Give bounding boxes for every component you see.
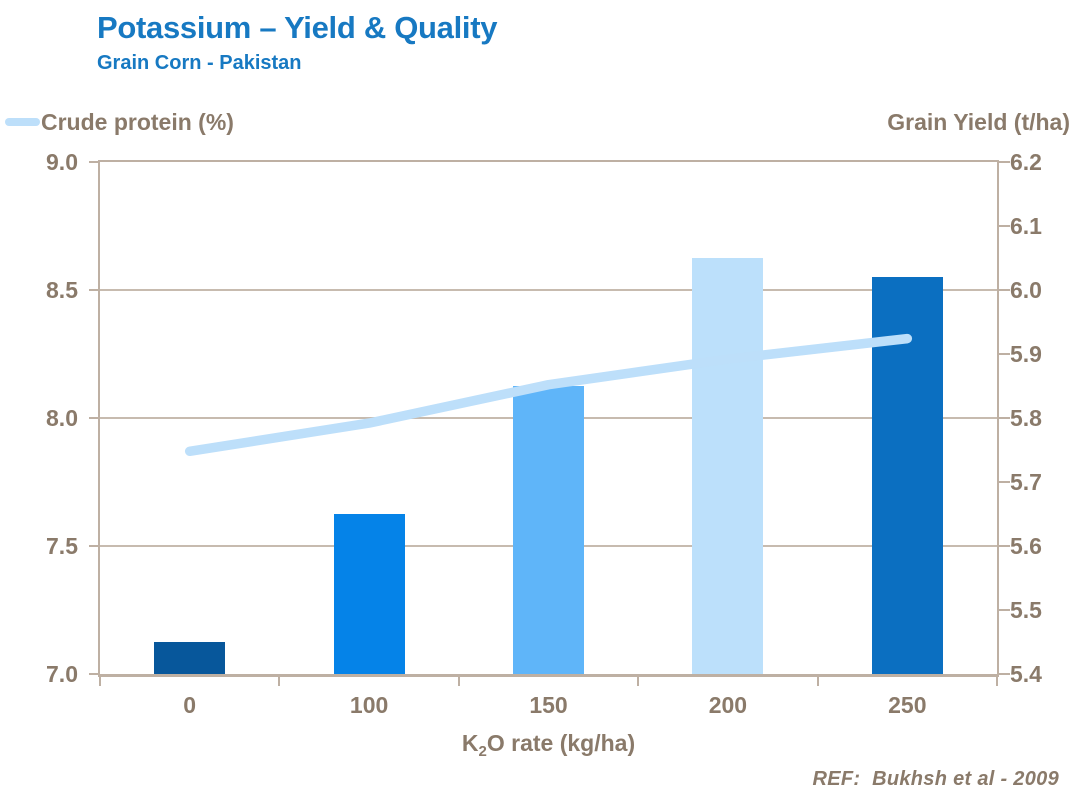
x-axis-tick: [816, 677, 819, 686]
left-axis-tick: [89, 289, 100, 291]
chart-subtitle: Grain Corn - Pakistan: [97, 52, 302, 74]
x-category-label: 0: [183, 692, 197, 718]
x-axis-tick: [278, 677, 281, 686]
reference-citation: REF: Bukhsh et al - 2009: [812, 768, 1059, 790]
left-axis-tick-label: 8.0: [46, 405, 78, 431]
right-axis-tick: [999, 161, 1010, 163]
x-category-label: 100: [349, 692, 389, 718]
grain-yield-bar-100: [333, 514, 405, 674]
crude-protein-legend-line-icon: [5, 118, 40, 126]
gridline: [100, 289, 997, 291]
left-axis-tick: [89, 673, 100, 675]
x-axis-tick: [637, 677, 640, 686]
right-axis-tick-label: 6.0: [1010, 277, 1042, 303]
right-axis-tick: [999, 225, 1010, 227]
x-axis-tick: [99, 677, 101, 686]
chart-title: Potassium – Yield & Quality: [97, 10, 498, 45]
left-axis-tick-label: 7.5: [46, 533, 78, 559]
x-category-label: 250: [888, 692, 927, 718]
right-axis-tick-label: 5.6: [1010, 533, 1042, 559]
grain-yield-bar-200: [692, 258, 764, 674]
x-axis-title-suffix: O rate (kg/ha): [486, 730, 636, 756]
left-axis-tick-label: 9.0: [46, 149, 78, 175]
x-axis-title-prefix: K: [461, 730, 479, 756]
left-axis-tick: [89, 417, 100, 419]
x-category-label: 200: [708, 692, 748, 718]
right-axis-tick-label: 5.8: [1010, 405, 1042, 431]
x-axis-title: K2O rate (kg/ha): [100, 730, 997, 760]
right-axis-tick-label: 6.1: [1010, 213, 1042, 239]
right-axis-title: Grain Yield (t/ha): [887, 109, 1070, 135]
right-axis-tick: [999, 417, 1010, 419]
x-category-label: 150: [529, 692, 568, 718]
x-axis-tick: [996, 677, 998, 686]
grain-yield-bar-250: [871, 277, 943, 674]
right-axis-tick-label: 5.7: [1010, 469, 1042, 495]
right-axis-tick: [999, 353, 1010, 355]
left-axis-tick-label: 8.5: [46, 277, 78, 303]
right-axis-tick-label: 5.4: [1010, 661, 1042, 687]
crude-protein-legend-label: Crude protein (%): [41, 109, 234, 135]
x-axis-title-subscript: 2: [478, 743, 487, 760]
left-axis-tick-label: 7.0: [46, 661, 78, 687]
left-axis-tick: [89, 545, 100, 547]
right-axis-tick: [999, 481, 1010, 483]
right-axis-tick: [999, 609, 1010, 611]
right-axis-tick: [999, 289, 1010, 291]
grain-yield-bar-150: [513, 386, 584, 674]
left-axis-tick: [89, 161, 100, 163]
plot-area: [98, 160, 999, 677]
grain-yield-bar-0: [154, 642, 226, 674]
right-axis-tick: [999, 673, 1010, 675]
x-axis-tick: [457, 677, 460, 686]
right-axis-tick-label: 5.9: [1010, 341, 1042, 367]
right-axis-tick-label: 5.5: [1010, 597, 1042, 623]
right-axis-tick: [999, 545, 1010, 547]
right-axis-tick-label: 6.2: [1010, 149, 1042, 175]
